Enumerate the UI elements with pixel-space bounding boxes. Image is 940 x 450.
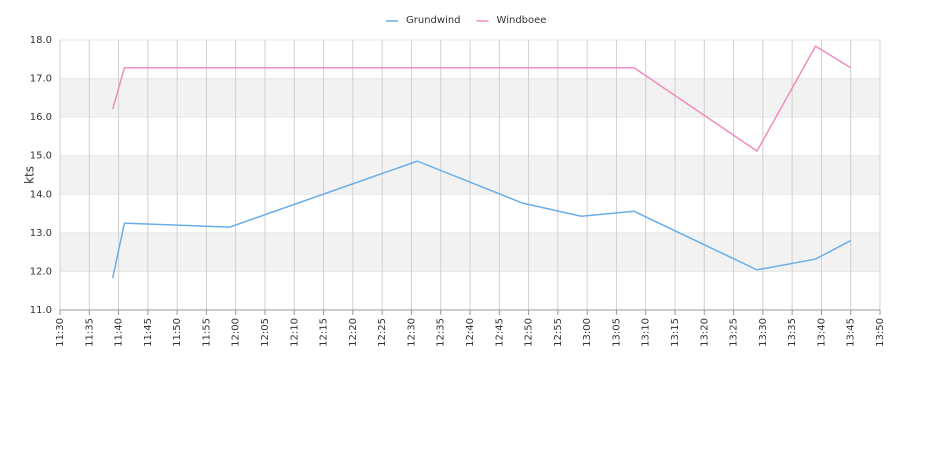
legend-label: Grundwind	[406, 15, 461, 26]
x-tick-label: 11:40	[114, 318, 125, 347]
y-axis-label: kts	[23, 166, 37, 184]
x-tick-label: 12:10	[289, 318, 300, 347]
series-line	[111, 45, 852, 153]
x-tick-label: 12:25	[377, 318, 388, 347]
x-tick-label: 12:20	[348, 318, 359, 347]
x-tick-label: 13:40	[816, 318, 827, 347]
x-tick-label: 11:35	[84, 318, 95, 347]
x-tick-label: 12:40	[465, 318, 476, 347]
x-tick-label: 13:30	[758, 318, 769, 347]
x-tick-label: 12:55	[553, 318, 564, 347]
legend-item: Windboee	[476, 15, 547, 26]
x-tick-label: 12:05	[260, 318, 271, 347]
y-tick-label: 14.0	[30, 189, 52, 200]
series-line	[111, 160, 852, 279]
x-tick-label: 12:15	[319, 318, 330, 347]
y-tick-label: 16.0	[30, 112, 52, 123]
legend-label: Windboee	[497, 15, 547, 26]
y-tick-label: 11.0	[30, 305, 52, 316]
x-tick-label: 11:45	[143, 318, 154, 347]
x-tick-label: 13:25	[729, 318, 740, 347]
x-tick-label: 13:50	[875, 318, 886, 347]
x-tick-label: 12:35	[436, 318, 447, 347]
y-tick-label: 15.0	[30, 151, 52, 162]
x-tick-label: 12:45	[494, 318, 505, 347]
y-tick-label: 18.0	[30, 35, 52, 46]
x-tick-label: 11:50	[172, 318, 183, 347]
x-tick-label: 13:45	[846, 318, 857, 347]
x-tick-label: 13:35	[787, 318, 798, 347]
x-tick-label: 13:10	[641, 318, 652, 347]
x-tick-label: 13:20	[699, 318, 710, 347]
y-tick-label: 12.0	[30, 266, 52, 277]
y-tick-label: 17.0	[30, 74, 52, 85]
x-tick-label: 13:15	[670, 318, 681, 347]
y-tick-label: 13.0	[30, 228, 52, 239]
x-tick-label: 11:55	[201, 318, 212, 347]
x-tick-label: 13:05	[611, 318, 622, 347]
x-tick-label: 12:30	[406, 318, 417, 347]
x-tick-label: 12:50	[524, 318, 535, 347]
legend-item: Grundwind	[386, 15, 461, 26]
x-tick-label: 13:00	[582, 318, 593, 347]
x-tick-label: 12:00	[231, 318, 242, 347]
x-tick-label: 11:30	[55, 318, 66, 347]
